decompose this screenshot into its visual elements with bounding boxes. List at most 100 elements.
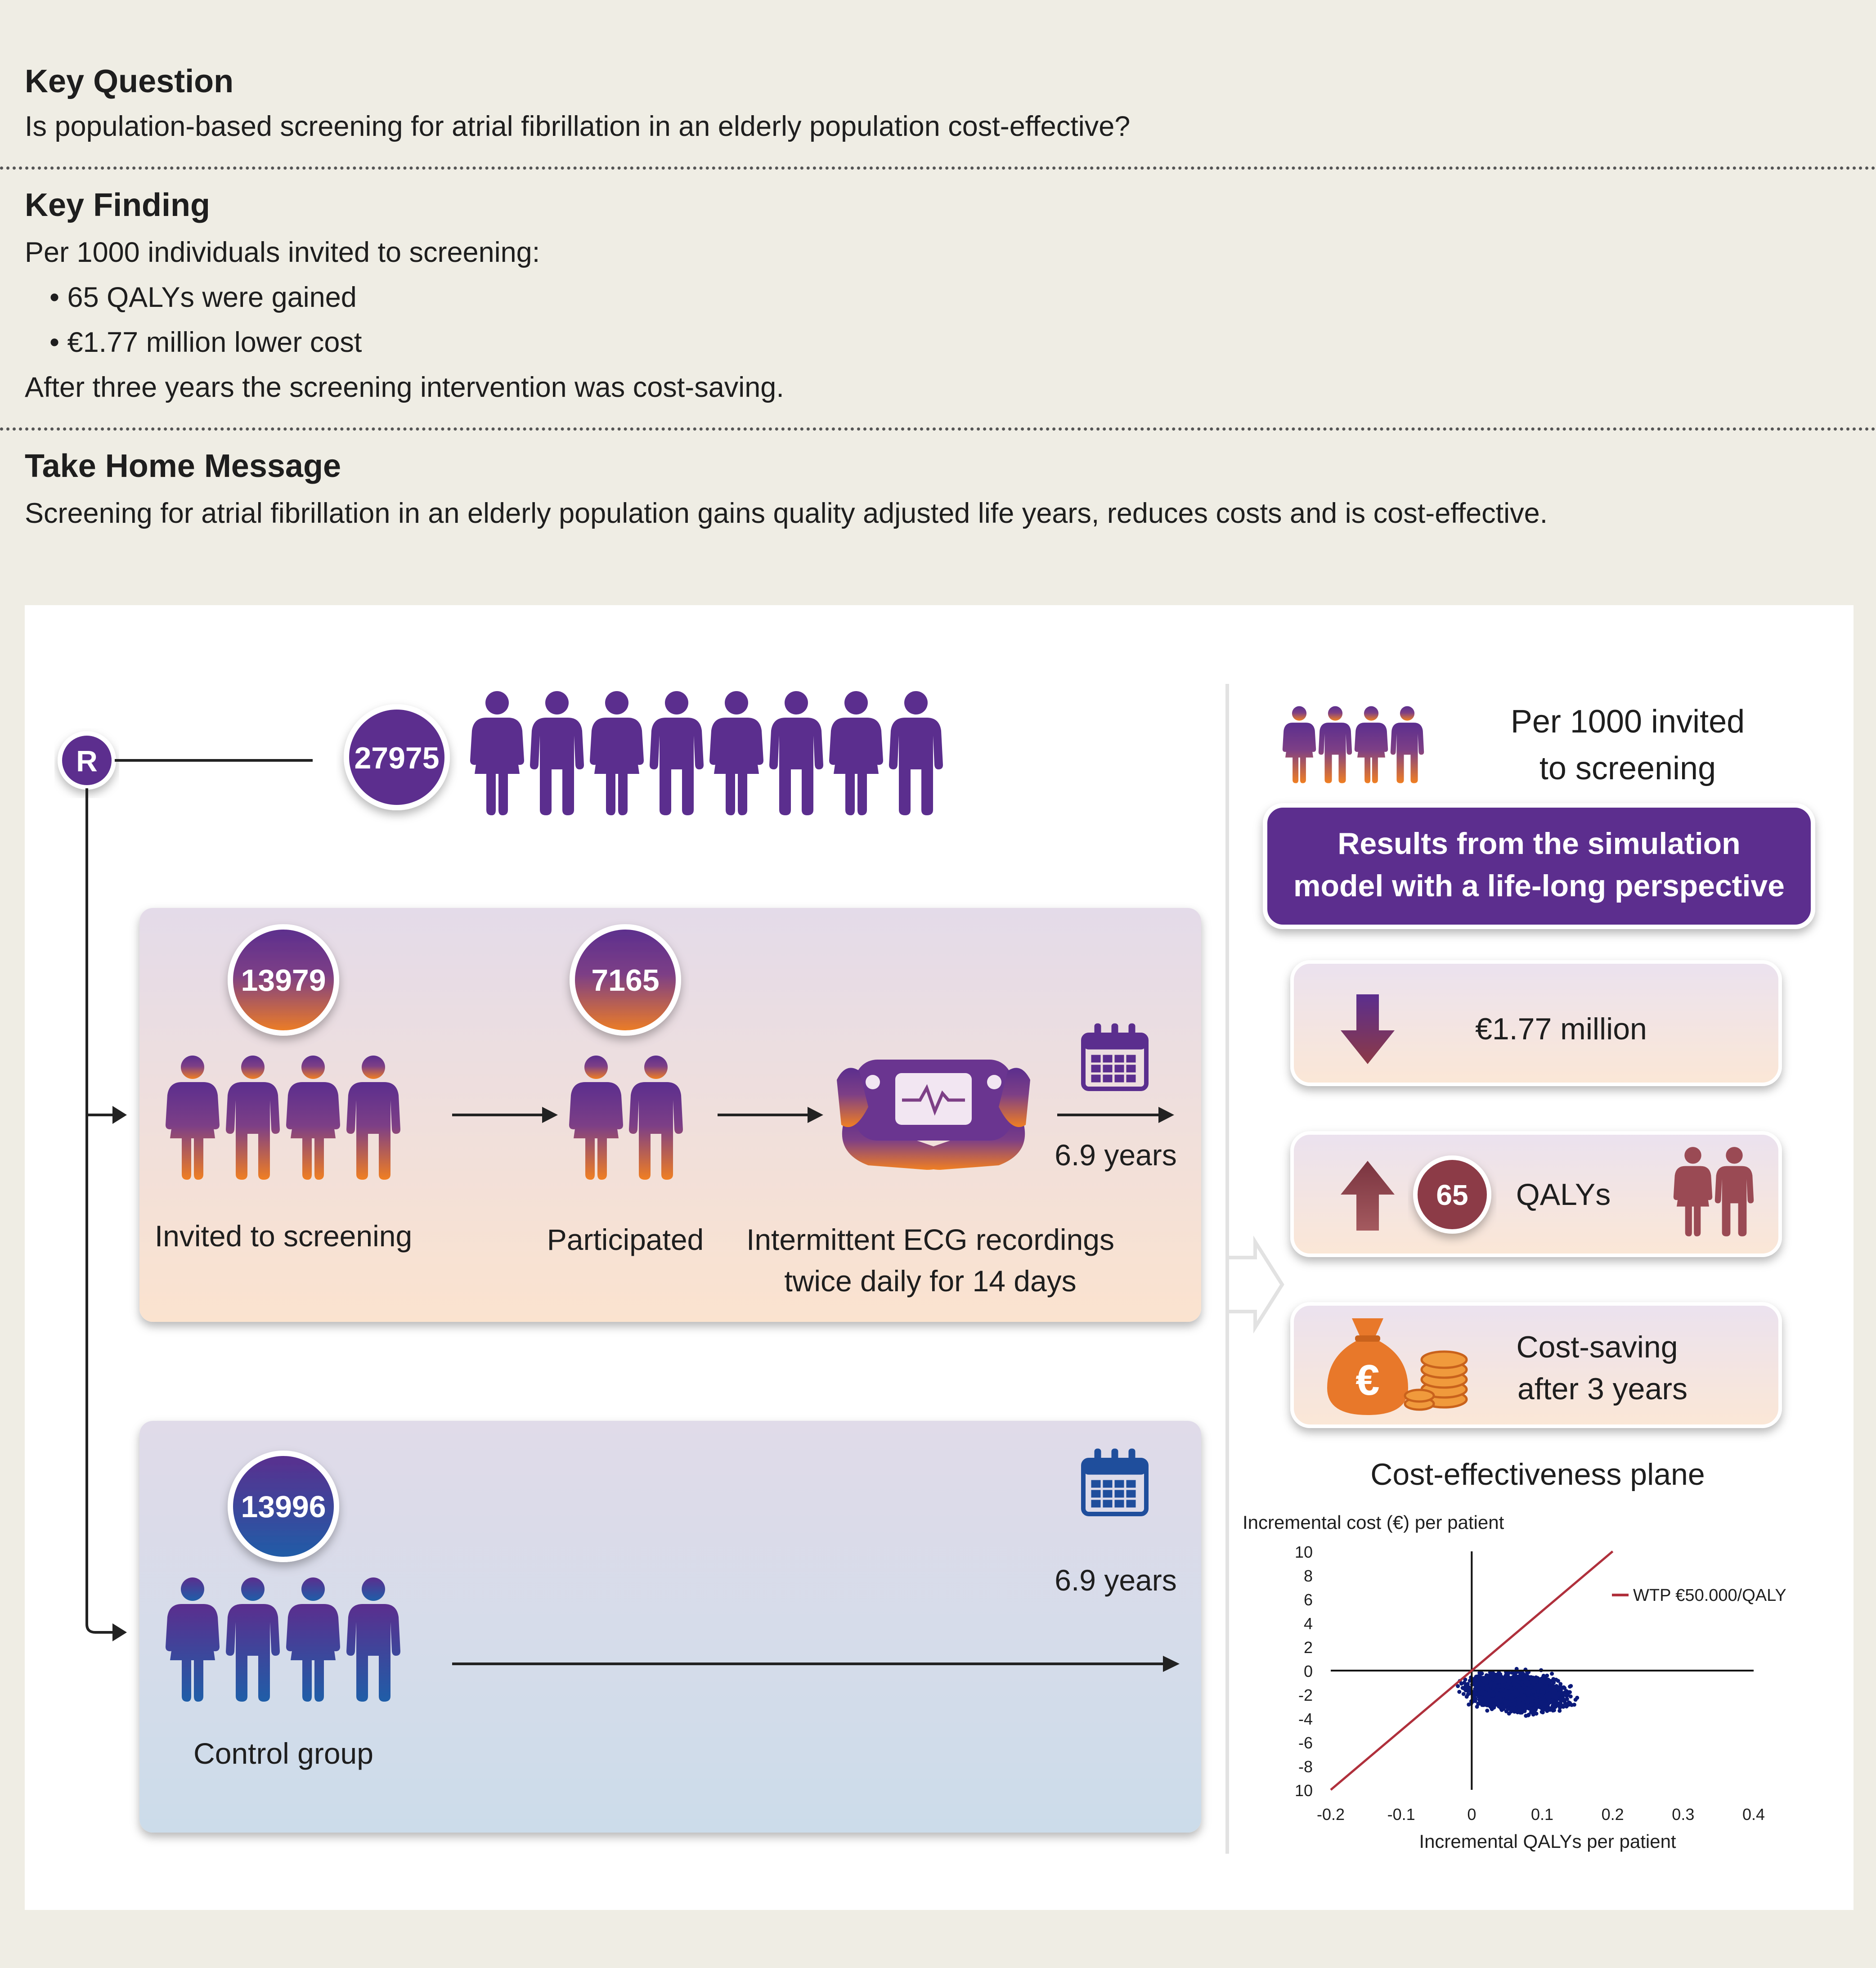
scatter-point (1484, 1698, 1488, 1702)
money-bag-icon: € (1327, 1318, 1408, 1415)
scatter-point (1497, 1700, 1502, 1704)
scatter-point (1550, 1704, 1555, 1708)
scatter-point (1504, 1698, 1508, 1703)
scatter-point (1539, 1701, 1544, 1705)
divider (0, 166, 1876, 170)
x-tick-label: -0.2 (1317, 1805, 1345, 1824)
scatter-point (1558, 1682, 1563, 1686)
arrow-head (112, 1106, 127, 1124)
control-label: Control group (193, 1737, 373, 1770)
scatter-point (1510, 1671, 1515, 1675)
per1000-line1: Per 1000 invited (1511, 704, 1745, 740)
y-tick-label: 0 (1304, 1662, 1313, 1680)
y-tick-label: 4 (1304, 1614, 1313, 1633)
scatter-point (1521, 1702, 1525, 1706)
chart-title: Cost-effectiveness plane (1370, 1457, 1705, 1492)
scatter-point (1569, 1684, 1573, 1688)
control-count-badge (228, 1451, 339, 1562)
key-finding-bullet: • 65 QALYs were gained (49, 282, 357, 313)
randomization-badge (58, 731, 116, 790)
x-tick-label: 0.3 (1672, 1805, 1694, 1824)
scatter-point (1503, 1689, 1508, 1694)
coins-icon (1404, 1350, 1468, 1411)
scatter-point (1477, 1702, 1481, 1706)
scatter-point (1504, 1709, 1508, 1713)
banner-line2: model with a life-long perspective (1293, 869, 1785, 903)
scatter-point (1561, 1704, 1566, 1709)
arrow-up-icon (1341, 1161, 1395, 1231)
scatter-point (1552, 1708, 1556, 1712)
scatter-point (1530, 1695, 1534, 1700)
scatter-point (1545, 1702, 1550, 1706)
scatter-point (1557, 1705, 1562, 1710)
per1000-line2: to screening (1539, 750, 1716, 786)
key-finding-intro: Per 1000 individuals invited to screenin… (25, 237, 540, 268)
person-icon (590, 691, 644, 815)
y-tick-label: -8 (1298, 1757, 1313, 1776)
scatter-point (1522, 1709, 1527, 1713)
saving-line1: Cost-saving (1516, 1330, 1678, 1364)
scatter-point (1490, 1676, 1494, 1680)
scatter-point (1485, 1708, 1490, 1713)
invited-count: 13979 (241, 963, 326, 997)
scatter-point (1523, 1697, 1528, 1701)
scatter-point (1483, 1690, 1488, 1695)
scatter-point (1550, 1671, 1554, 1676)
x-tick-label: -0.1 (1387, 1805, 1415, 1824)
qaly-count-badge (1413, 1155, 1491, 1234)
scatter-point (1478, 1691, 1483, 1695)
per1000-people-icons (1282, 706, 1424, 783)
scatter-point (1461, 1692, 1466, 1696)
x-tick-label: 0 (1467, 1805, 1476, 1824)
control-arm-box (139, 1421, 1201, 1833)
scatter-point (1573, 1698, 1578, 1702)
arrow-head (542, 1107, 558, 1123)
scatter-point (1477, 1671, 1482, 1675)
scatter-point (1512, 1690, 1516, 1694)
participated-count-badge (570, 924, 681, 1036)
scatter-point (1568, 1694, 1573, 1698)
scatter-point (1526, 1713, 1530, 1717)
randomization-branch-line (85, 788, 112, 1634)
scatter-point (1526, 1683, 1531, 1687)
scatter-point (1524, 1678, 1528, 1683)
scatter-point (1541, 1690, 1546, 1695)
person-icon (1318, 706, 1352, 783)
ecg-label-line2: twice daily for 14 days (784, 1264, 1076, 1298)
scatter-point (1480, 1683, 1485, 1688)
scatter-point (1540, 1705, 1544, 1709)
scatter-point (1480, 1698, 1485, 1703)
scatter-point (1506, 1674, 1510, 1678)
scatter-point (1557, 1691, 1561, 1696)
banner-line1: Results from the simulation (1337, 827, 1740, 861)
scatter-point (1480, 1687, 1485, 1691)
scatter-point (1495, 1696, 1499, 1700)
scatter-point (1538, 1683, 1543, 1687)
y-tick-label: -4 (1298, 1710, 1313, 1728)
scatter-point (1506, 1685, 1511, 1690)
scatter-point (1520, 1689, 1524, 1694)
scatter-point (1509, 1709, 1513, 1714)
person-icon (470, 691, 524, 815)
scatter-point (1502, 1679, 1506, 1684)
scatter-point (1473, 1690, 1477, 1695)
person-icon (709, 691, 763, 815)
randomization-label: R (76, 744, 98, 777)
scatter-point (1560, 1692, 1564, 1696)
y-tick-label: 6 (1304, 1591, 1313, 1609)
scatter-point (1472, 1676, 1477, 1681)
scatter-point (1558, 1702, 1563, 1706)
scatter-point (1538, 1679, 1543, 1683)
scatter-point (1475, 1704, 1479, 1709)
y-tick-label: -2 (1298, 1686, 1313, 1704)
results-banner (1263, 803, 1815, 929)
person-icon (889, 691, 943, 815)
scatter-point (1466, 1688, 1471, 1692)
scatter-point (1466, 1692, 1470, 1697)
key-question-heading: Key Question (25, 63, 234, 99)
scatter-point (1572, 1703, 1576, 1707)
scatter-point (1521, 1673, 1526, 1678)
arrow-down-icon (1341, 994, 1395, 1064)
ecg-label-line1: Intermittent ECG recordings (746, 1223, 1114, 1256)
